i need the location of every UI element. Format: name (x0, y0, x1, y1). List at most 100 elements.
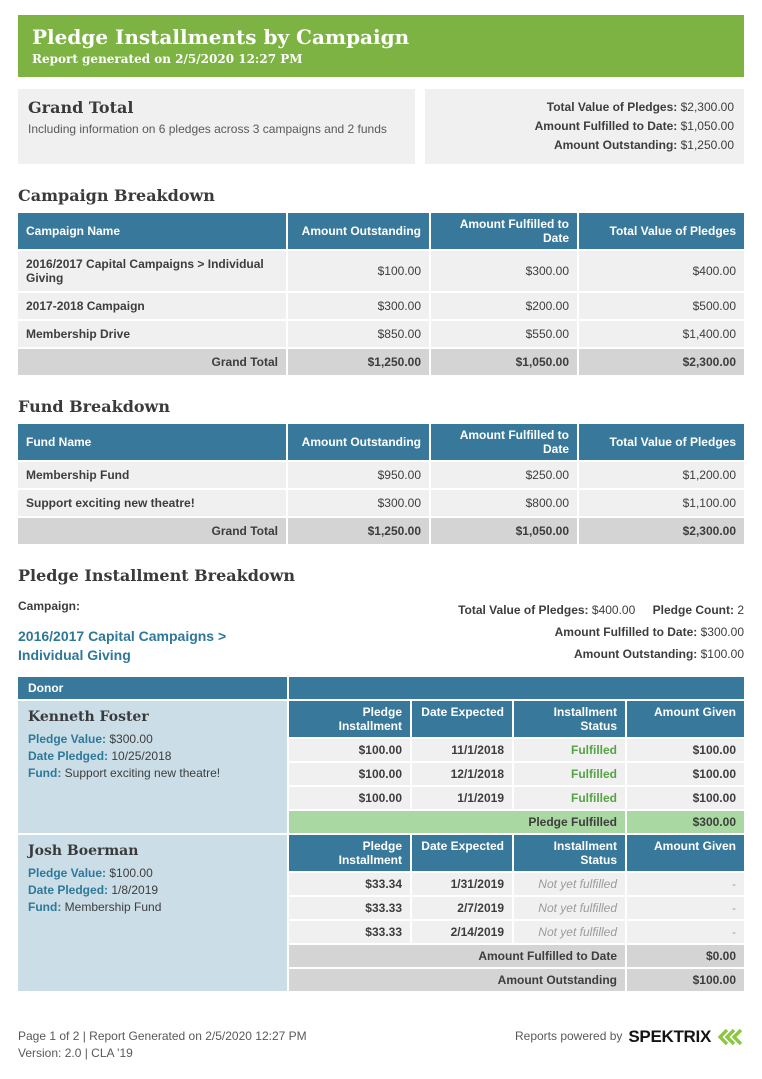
cell-total: $500.00 (577, 291, 744, 320)
summary-value: $0.00 (625, 945, 744, 967)
cell-amount-given: - (625, 873, 744, 895)
stat-value: $400.00 (591, 603, 636, 617)
cell-total: $400.00 (577, 249, 744, 292)
table-row: Membership Fund $950.00 $250.00 $1,200.0… (18, 460, 744, 489)
spektrix-chevrons-icon (718, 1028, 743, 1045)
campaign-breakdown-table: Campaign Name Amount Outstanding Amount … (18, 213, 744, 375)
cell-outstanding: $100.00 (286, 249, 430, 292)
grand-total-section: Grand Total Including information on 6 p… (18, 89, 744, 164)
page-footer: Page 1 of 2 | Report Generated on 2/5/20… (18, 1028, 744, 1062)
donor-name: Kenneth Foster (28, 709, 149, 725)
installment-row: $100.00 12/1/2018 Fulfilled $100.00 (289, 763, 744, 785)
column-header-donor: Donor (18, 677, 287, 699)
installments-table: Pledge Installment Date Expected Install… (289, 701, 744, 833)
table-row: Membership Drive $850.00 $550.00 $1,400.… (18, 319, 744, 348)
cell-installment-amount: $33.34 (289, 873, 410, 895)
cell-total: $1,100.00 (577, 488, 744, 517)
field-value: $100.00 (109, 866, 153, 880)
stat-value: $1,050.00 (680, 119, 734, 133)
donor-pledge-value: Pledge Value: $300.00 (28, 731, 277, 748)
donor-date-pledged: Date Pledged: 10/25/2018 (28, 748, 277, 765)
pledge-breakdown-heading: Pledge Installment Breakdown (18, 566, 296, 585)
summary-label: Pledge Fulfilled (289, 811, 625, 833)
summary-label: Amount Fulfilled to Date (289, 945, 625, 967)
cell-total: $1,400.00 (577, 319, 744, 348)
column-header-amount-outstanding: Amount Outstanding (286, 424, 430, 461)
grand-total-stats: Total Value of Pledges: $2,300.00 Amount… (425, 89, 744, 164)
installments-header-row: Pledge Installment Date Expected Install… (289, 701, 744, 737)
field-label: Date Pledged: (28, 749, 109, 763)
powered-by: Reports powered by SPEKTRIX (515, 1028, 744, 1045)
cell-outstanding: $950.00 (286, 460, 430, 489)
powered-by-label: Reports powered by (514, 1029, 623, 1043)
page-title: Pledge Installments by Campaign (32, 25, 410, 49)
fund-breakdown-heading: Fund Breakdown (18, 397, 170, 416)
cell-installment-status: Fulfilled (512, 763, 625, 785)
grand-total-row: Grand Total $1,250.00 $1,050.00 $2,300.0… (18, 347, 744, 375)
cell-fulfilled: $200.00 (429, 291, 578, 320)
stat-label: Amount Outstanding: (553, 138, 678, 152)
cell-amount-given: - (625, 897, 744, 919)
cell-campaign-name: 2017-2018 Campaign (18, 291, 287, 320)
donor-table: Donor Kenneth Foster Pledge Value: $300.… (18, 677, 744, 991)
field-label: Date Pledged: (28, 883, 109, 897)
field-value: 10/25/2018 (111, 749, 172, 763)
cell-fund-name: Membership Fund (18, 460, 287, 489)
report-header: Pledge Installments by Campaign Report g… (18, 15, 744, 77)
table-header-row: Fund Name Amount Outstanding Amount Fulf… (18, 424, 744, 461)
installment-row: $100.00 11/1/2018 Fulfilled $100.00 (289, 739, 744, 761)
cell-fulfilled: $1,050.00 (429, 516, 578, 544)
table-row: 2016/2017 Capital Campaigns > Individual… (18, 249, 744, 292)
column-header-fund-name: Fund Name (18, 424, 287, 461)
installment-row: $33.33 2/7/2019 Not yet fulfilled - (289, 897, 744, 919)
donor-block: Josh Boerman Pledge Value: $100.00 Date … (18, 835, 744, 991)
cell-total: $2,300.00 (577, 347, 744, 375)
amount-fulfilled-summary-row: Amount Fulfilled to Date $0.00 (289, 945, 744, 967)
cell-grand-total-label: Grand Total (18, 347, 287, 375)
stat-label: Total Value of Pledges: (546, 100, 678, 114)
column-header-amount-outstanding: Amount Outstanding (286, 213, 430, 250)
donor-block: Kenneth Foster Pledge Value: $300.00 Dat… (18, 701, 744, 833)
stat-label: Amount Outstanding: (573, 647, 698, 661)
stat-value: $2,300.00 (680, 100, 734, 114)
amount-outstanding-summary-row: Amount Outstanding $100.00 (289, 969, 744, 991)
cell-installment-amount: $100.00 (289, 739, 410, 761)
table-row: 2017-2018 Campaign $300.00 $200.00 $500.… (18, 291, 744, 320)
cell-outstanding: $300.00 (286, 488, 430, 517)
cell-total: $1,200.00 (577, 460, 744, 489)
column-header-amount-fulfilled: Amount Fulfilled to Date (429, 213, 578, 250)
cell-installment-amount: $33.33 (289, 921, 410, 943)
report-generated-timestamp: Report generated on 2/5/2020 12:27 PM (32, 52, 303, 66)
summary-value: $300.00 (625, 811, 744, 833)
donor-info-card: Kenneth Foster Pledge Value: $300.00 Dat… (18, 701, 287, 833)
pledge-breakdown-meta: Campaign: 2016/2017 Capital Campaigns > … (18, 599, 744, 665)
stat-fulfilled: Amount Fulfilled to Date: $1,050.00 (435, 117, 734, 136)
footer-meta: Page 1 of 2 | Report Generated on 2/5/20… (18, 1028, 307, 1062)
stat-line-total-and-count: Total Value of Pledges: $400.00 Pledge C… (458, 599, 744, 621)
stat-label: Pledge Count: (652, 603, 734, 617)
grand-total-summary: Grand Total Including information on 6 p… (18, 89, 415, 164)
installment-row: $33.34 1/31/2019 Not yet fulfilled - (289, 873, 744, 895)
stat-value: $100.00 (700, 647, 744, 661)
donor-name: Josh Boerman (28, 843, 139, 859)
column-header-date-expected: Date Expected (410, 701, 512, 737)
grand-total-description: Including information on 6 pledges acros… (28, 122, 387, 136)
cell-installment-status: Fulfilled (512, 739, 625, 761)
cell-fund-name: Support exciting new theatre! (18, 488, 287, 517)
installment-row: $100.00 1/1/2019 Fulfilled $100.00 (289, 787, 744, 809)
cell-amount-given: $100.00 (625, 787, 744, 809)
field-value: Membership Fund (64, 900, 162, 914)
campaign-label: Campaign: (18, 599, 81, 613)
cell-fulfilled: $550.00 (429, 319, 578, 348)
column-header-total-value: Total Value of Pledges (577, 424, 744, 461)
campaign-name-link[interactable]: 2016/2017 Capital Campaigns > Individual… (18, 628, 227, 663)
donor-info-card: Josh Boerman Pledge Value: $100.00 Date … (18, 835, 287, 991)
column-header-installment-status: Installment Status (512, 835, 625, 871)
cell-outstanding: $1,250.00 (286, 347, 430, 375)
table-row: Support exciting new theatre! $300.00 $8… (18, 488, 744, 517)
stat-label: Amount Fulfilled to Date: (554, 625, 698, 639)
footer-page-info: Page 1 of 2 | Report Generated on 2/5/20… (18, 1029, 307, 1043)
donor-date-pledged: Date Pledged: 1/8/2019 (28, 882, 277, 899)
cell-date-expected: 12/1/2018 (410, 763, 512, 785)
column-header-amount-fulfilled: Amount Fulfilled to Date (429, 424, 578, 461)
